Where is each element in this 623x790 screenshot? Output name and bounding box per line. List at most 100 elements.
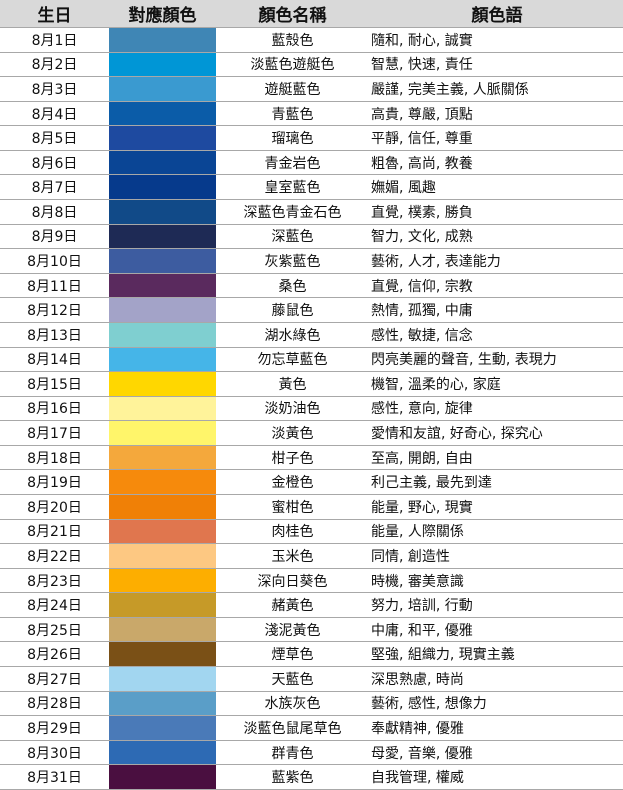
table-row: 8月12日 藤鼠色 熱情, 孤獨, 中庸 — [0, 298, 623, 323]
birthday-cell: 8月5日 — [31, 131, 78, 148]
color-name-cell: 煙草色 — [271, 647, 314, 664]
birthday-cell: 8月21日 — [27, 524, 82, 541]
header-meaning: 顏色語 — [471, 6, 523, 26]
table-row: 8月8日 深藍色青金石色 直覺, 樸素, 勝負 — [0, 200, 623, 225]
color-swatch — [109, 740, 216, 765]
table-row: 8月24日 赭黃色 努力, 培訓, 行動 — [0, 593, 623, 618]
color-swatch — [109, 298, 216, 322]
table-row: 8月21日 肉桂色 能量, 人際關係 — [0, 519, 623, 545]
table-row: 8月1日 藍殼色 隨和, 耐心, 誠實 — [0, 28, 623, 53]
meaning-cell: 能量, 人際關係 — [371, 524, 464, 541]
birthday-cell: 8月11日 — [27, 278, 82, 295]
color-name-cell: 勿忘草藍色 — [257, 352, 328, 369]
birthday-cell: 8月26日 — [27, 647, 82, 664]
meaning-cell: 深思熟慮, 時尚 — [371, 671, 464, 688]
color-swatch — [109, 716, 216, 740]
table-row: 8月7日 皇室藍色 嫵媚, 風趣 — [0, 175, 623, 201]
color-name-cell: 淡藍色鼠尾草色 — [243, 720, 342, 737]
table-row: 8月25日 淺泥黃色 中庸, 和平, 優雅 — [0, 617, 623, 643]
header-birthday: 生日 — [37, 6, 72, 26]
meaning-cell: 機智, 溫柔的心, 家庭 — [371, 376, 501, 393]
table-row: 8月27日 天藍色 深思熟慮, 時尚 — [0, 667, 623, 692]
color-swatch — [109, 544, 216, 568]
color-name-cell: 瑠璃色 — [271, 131, 314, 148]
color-swatch — [109, 372, 216, 396]
table-row: 8月13日 湖水綠色 感性, 敏捷, 信念 — [0, 322, 623, 348]
table-row: 8月11日 桑色 直覺, 信仰, 宗教 — [0, 273, 623, 299]
color-name-cell: 淡藍色遊艇色 — [250, 57, 335, 74]
meaning-cell: 智力, 文化, 成熟 — [371, 229, 473, 246]
table-row: 8月28日 水族灰色 藝術, 感性, 想像力 — [0, 691, 623, 717]
birthday-cell: 8月23日 — [27, 573, 82, 590]
birthday-cell: 8月2日 — [31, 57, 78, 74]
birthday-cell: 8月25日 — [27, 622, 82, 639]
table-header: 生日 對應顏色 顏色名稱 顏色語 — [0, 0, 623, 28]
birthday-cell: 8月15日 — [27, 376, 82, 393]
table-row: 8月16日 淡奶油色 感性, 意向, 旋律 — [0, 396, 623, 422]
meaning-cell: 母愛, 音樂, 優雅 — [371, 745, 473, 762]
meaning-cell: 堅強, 組織力, 現實主義 — [371, 647, 515, 664]
meaning-cell: 自我管理, 權威 — [371, 770, 464, 787]
color-name-cell: 蜜柑色 — [271, 499, 314, 516]
color-swatch — [109, 77, 216, 101]
meaning-cell: 高貴, 尊嚴, 頂點 — [371, 106, 473, 123]
color-swatch — [109, 421, 216, 445]
meaning-cell: 隨和, 耐心, 誠實 — [371, 32, 473, 49]
color-swatch — [109, 347, 216, 372]
table-row: 8月22日 玉米色 同情, 創造性 — [0, 544, 623, 569]
color-swatch — [109, 273, 216, 298]
birthday-cell: 8月31日 — [27, 770, 82, 787]
meaning-cell: 嚴謹, 完美主義, 人脈關係 — [371, 81, 529, 98]
meaning-cell: 感性, 敏捷, 信念 — [371, 327, 473, 344]
color-swatch — [109, 519, 216, 544]
table-row: 8月5日 瑠璃色 平靜, 信任, 尊重 — [0, 126, 623, 151]
color-swatch — [109, 494, 216, 519]
meaning-cell: 愛情和友誼, 好奇心, 探究心 — [371, 426, 543, 443]
birthday-cell: 8月10日 — [27, 253, 82, 270]
color-swatch — [109, 150, 216, 175]
color-name-cell: 水族灰色 — [264, 696, 321, 713]
color-swatch — [109, 175, 216, 200]
meaning-cell: 智慧, 快速, 責任 — [371, 57, 473, 74]
color-swatch — [109, 126, 216, 150]
table-row: 8月26日 煙草色 堅強, 組織力, 現實主義 — [0, 642, 623, 668]
table-row: 8月6日 青金岩色 粗魯, 高尚, 教養 — [0, 150, 623, 176]
color-swatch — [109, 667, 216, 691]
color-name-cell: 深向日葵色 — [257, 573, 328, 590]
color-name-cell: 灰紫藍色 — [264, 253, 321, 270]
color-swatch — [109, 691, 216, 716]
color-name-cell: 群青色 — [271, 745, 314, 762]
birthday-cell: 8月20日 — [27, 499, 82, 516]
table-row: 8月30日 群青色 母愛, 音樂, 優雅 — [0, 740, 623, 766]
table-row: 8月18日 柑子色 至高, 開朗, 自由 — [0, 445, 623, 471]
color-name-cell: 淡奶油色 — [264, 401, 321, 418]
meaning-cell: 奉獻精神, 優雅 — [371, 720, 464, 737]
birthday-cell: 8月30日 — [27, 745, 82, 762]
meaning-cell: 直覺, 信仰, 宗教 — [371, 278, 473, 295]
table-row: 8月9日 深藍色 智力, 文化, 成熟 — [0, 224, 623, 250]
birthday-cell: 8月18日 — [27, 450, 82, 467]
color-name-cell: 黃色 — [278, 376, 307, 393]
table-row: 8月31日 藍紫色 自我管理, 權威 — [0, 765, 623, 790]
meaning-cell: 利己主義, 最先到達 — [371, 475, 492, 492]
color-name-cell: 淺泥黃色 — [264, 622, 321, 639]
birthday-cell: 8月24日 — [27, 598, 82, 615]
color-swatch — [109, 396, 216, 421]
color-name-cell: 深藍色青金石色 — [243, 204, 342, 221]
birthday-cell: 8月1日 — [31, 32, 78, 49]
color-name-cell: 天藍色 — [271, 671, 314, 688]
birthday-cell: 8月9日 — [31, 229, 78, 246]
color-swatch — [109, 765, 216, 789]
birthday-cell: 8月27日 — [27, 671, 82, 688]
color-swatch — [109, 445, 216, 470]
meaning-cell: 中庸, 和平, 優雅 — [371, 622, 473, 639]
color-name-cell: 青金岩色 — [264, 155, 321, 172]
birthday-cell: 8月22日 — [27, 548, 82, 565]
table-row: 8月3日 遊艇藍色 嚴謹, 完美主義, 人脈關係 — [0, 77, 623, 102]
color-name-cell: 肉桂色 — [271, 524, 314, 541]
table-row: 8月10日 灰紫藍色 藝術, 人才, 表達能力 — [0, 249, 623, 274]
table-row: 8月15日 黃色 機智, 溫柔的心, 家庭 — [0, 372, 623, 397]
color-name-cell: 柑子色 — [271, 450, 314, 467]
meaning-cell: 努力, 培訓, 行動 — [371, 598, 473, 615]
birthday-cell: 8月29日 — [27, 720, 82, 737]
